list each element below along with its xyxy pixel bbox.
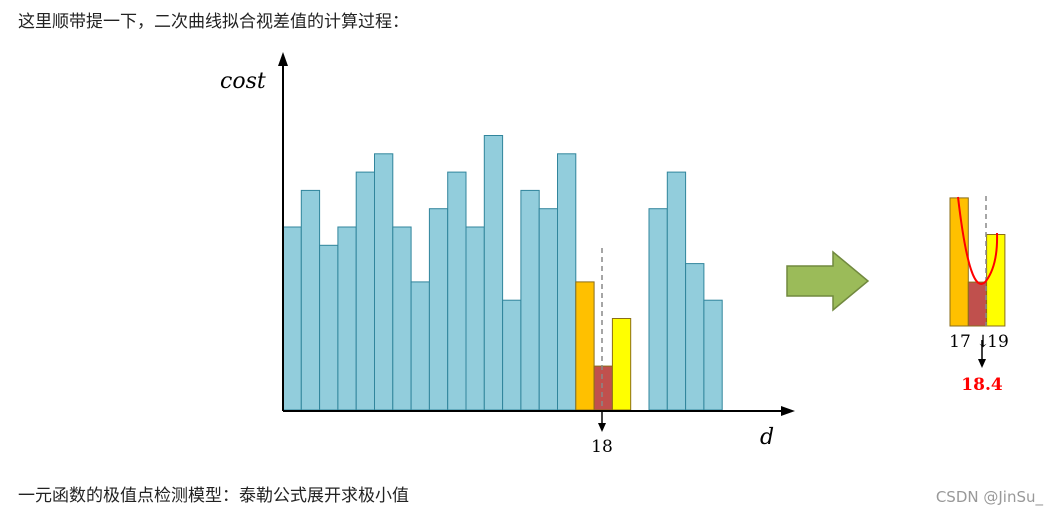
x-axis-arrowhead	[781, 406, 795, 416]
bar-12	[502, 299, 522, 411]
zoom-bars	[949, 197, 1006, 327]
bar-16	[575, 281, 595, 411]
bar-21	[666, 171, 687, 411]
watermark: CSDN @JinSu_	[935, 488, 1043, 506]
zoom-tick-separator: ↓	[976, 332, 990, 352]
zoom-tick-label-19: 19	[987, 332, 1009, 352]
bar-10	[465, 226, 485, 411]
bar-5	[374, 153, 394, 411]
result-label: 18.4	[961, 375, 1003, 395]
bar-2	[319, 244, 339, 411]
bar-7	[410, 281, 430, 411]
zoom-bar-0	[949, 197, 969, 327]
outro-text: 一元函数的极值点检测模型：泰勒公式展开求极小值	[18, 486, 409, 506]
bar-20	[648, 208, 668, 411]
bar-22	[685, 263, 705, 411]
zoom-tick-label-17: 17	[949, 332, 971, 352]
bar-6	[392, 226, 412, 411]
quadratic-fit-curve	[957, 196, 999, 285]
min-arrow-head	[598, 423, 606, 432]
main-bars	[282, 135, 723, 411]
min-tick-label: 18	[591, 437, 613, 457]
bar-17	[593, 365, 613, 411]
zoom-bar-1	[967, 281, 988, 327]
bar-4	[355, 171, 376, 411]
bar-3	[337, 226, 357, 411]
bar-13	[520, 189, 540, 411]
bar-23	[703, 299, 723, 411]
bar-1	[300, 189, 321, 411]
x-axis-label: d	[760, 425, 774, 450]
result-arrow-head	[978, 359, 986, 368]
y-axis-arrowhead	[278, 52, 288, 66]
bar-8	[428, 208, 449, 411]
right-arrow-icon	[786, 250, 870, 312]
bar-18	[611, 318, 632, 411]
intro-text: 这里顺带提一下，二次曲线拟合视差值的计算过程：	[18, 12, 409, 32]
bar-9	[447, 171, 467, 411]
bar-0	[282, 226, 302, 411]
y-axis-label: cost	[220, 69, 266, 94]
bar-14	[538, 208, 559, 411]
bar-11	[483, 135, 504, 411]
bar-15	[557, 153, 577, 411]
